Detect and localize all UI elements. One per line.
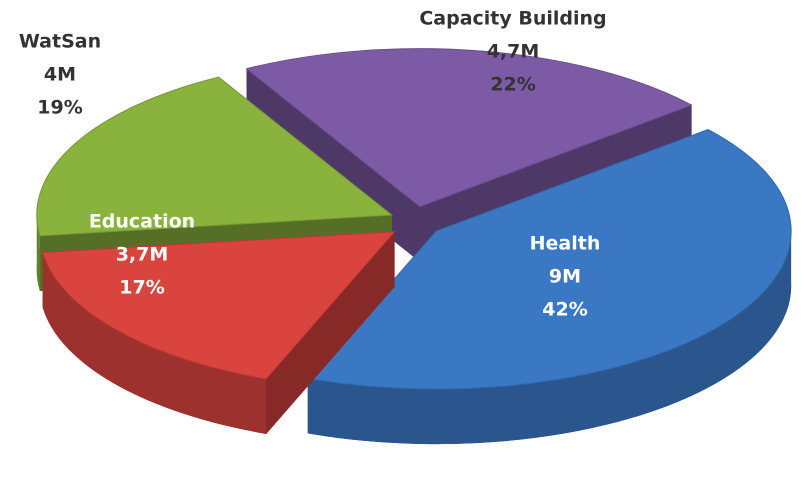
slice: [245, 48, 693, 262]
slice-top: [306, 128, 792, 390]
slice-top: [36, 76, 394, 237]
slice-top: [42, 231, 396, 380]
slice-category-label: Capacity Building: [419, 8, 606, 30]
slice-top: [245, 48, 693, 208]
slice-percent-label: 19%: [37, 97, 82, 119]
slice-percent-label: 42%: [542, 299, 587, 321]
slice-category-label: WatSan: [19, 31, 101, 53]
slice-amount-label: 4M: [44, 64, 76, 86]
slice-amount-label: 9M: [549, 266, 581, 288]
slice-percent-label: 22%: [490, 74, 535, 96]
slice-wall: [42, 252, 267, 434]
slice-category-label: Health: [530, 233, 601, 255]
slice-percent-label: 17%: [119, 277, 164, 299]
slice: [42, 231, 396, 434]
slice-amount-label: 4,7M: [487, 41, 540, 63]
slice-amount-label: 3,7M: [116, 244, 169, 266]
slice-wall: [307, 231, 792, 445]
slice: [306, 128, 792, 445]
slice-category-label: Education: [89, 211, 195, 233]
